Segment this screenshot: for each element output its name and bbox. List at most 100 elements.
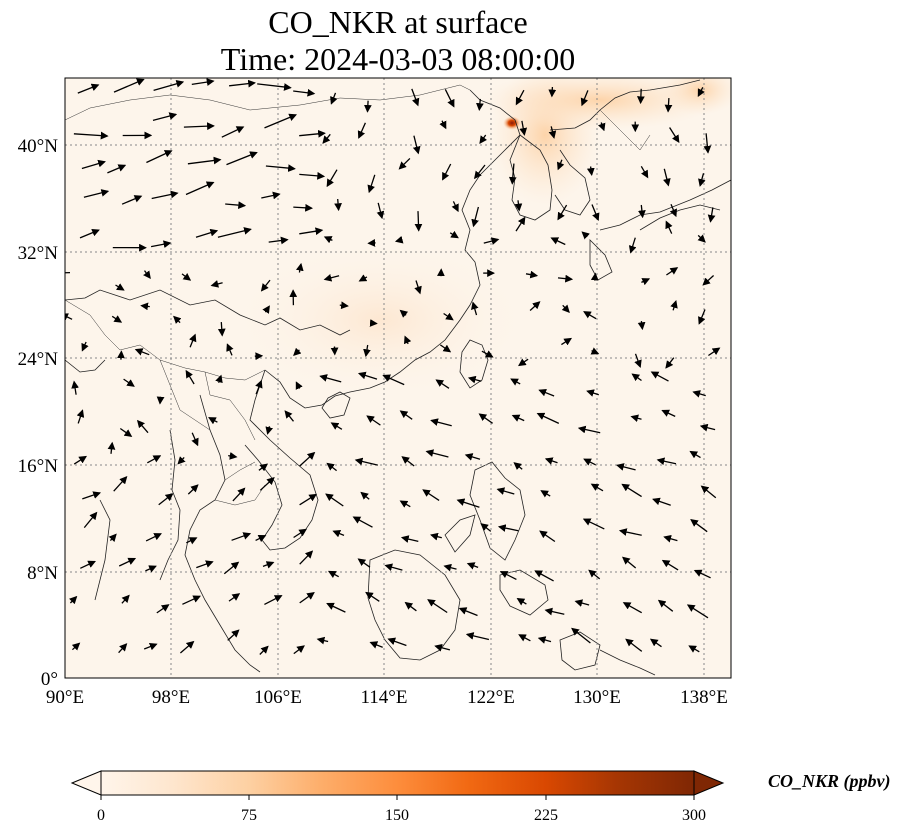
wind-arrow — [326, 602, 346, 613]
wind-arrow — [152, 112, 178, 122]
wind-arrow — [625, 638, 643, 652]
wind-arrow — [411, 88, 420, 107]
wind-arrow — [435, 379, 450, 389]
wind-arrow — [293, 645, 305, 655]
wind-arrow — [339, 301, 349, 310]
wind-arrow — [699, 423, 716, 432]
wind-arrow — [150, 240, 172, 249]
wind-arrow — [73, 131, 109, 140]
colorbar-tick-label: 75 — [241, 807, 257, 824]
wind-arrow — [571, 627, 591, 644]
wind-arrow — [260, 279, 271, 292]
wind-arrow — [265, 426, 274, 435]
wind-arrow — [295, 262, 304, 273]
wind-arrow — [83, 511, 98, 529]
wind-arrow — [586, 389, 599, 397]
lon-tick-label: 130°E — [573, 687, 621, 708]
wind-arrow — [225, 201, 247, 210]
wind-arrow — [330, 92, 338, 105]
wind-arrow — [656, 457, 677, 466]
wind-arrow — [326, 169, 338, 188]
wind-arrow — [265, 164, 296, 172]
wind-arrow — [226, 343, 234, 356]
wind-arrow — [561, 304, 570, 313]
wind-arrow — [257, 83, 292, 91]
wind-arrow — [334, 198, 342, 212]
wind-arrow — [652, 497, 671, 506]
wind-arrow — [264, 113, 298, 129]
wind-arrow — [255, 379, 263, 395]
wind-arrow — [293, 528, 307, 539]
wind-arrow — [483, 237, 500, 245]
wind-arrow — [226, 151, 258, 166]
wind-arrow — [284, 410, 295, 422]
wind-arrow — [293, 347, 302, 357]
wind-arrow — [221, 126, 245, 138]
wind-vectors — [65, 78, 721, 655]
wind-arrow — [399, 500, 411, 508]
wind-arrow — [430, 532, 442, 541]
wind-arrow — [516, 598, 527, 606]
wind-arrow — [665, 357, 675, 369]
wind-arrow — [580, 90, 589, 107]
wind-arrow — [693, 569, 711, 579]
wind-arrow — [77, 83, 100, 94]
wind-arrow — [117, 350, 125, 360]
wind-arrow — [217, 227, 252, 238]
wind-arrow — [140, 302, 150, 311]
wind-arrow — [640, 165, 649, 179]
wind-arrow — [697, 87, 705, 97]
wind-arrow — [582, 518, 605, 530]
wind-arrow — [210, 280, 223, 288]
wind-arrow — [145, 533, 162, 542]
wind-arrow — [146, 455, 162, 464]
wind-arrow — [79, 229, 100, 239]
wind-arrow — [369, 319, 378, 327]
wind-arrow — [499, 571, 517, 580]
wind-arrow — [583, 458, 596, 466]
wind-arrow — [181, 272, 192, 281]
wind-arrow — [538, 388, 555, 397]
wind-arrow — [669, 127, 680, 143]
wind-arrow — [514, 200, 523, 212]
wind-arrow — [366, 415, 381, 426]
wind-arrow — [76, 409, 85, 424]
wind-arrow — [113, 476, 128, 492]
wind-arrow — [518, 634, 531, 642]
wind-arrow — [444, 89, 455, 108]
wind-arrow — [598, 122, 606, 132]
wind-arrow — [229, 79, 256, 88]
colorbar-extend-max — [693, 770, 725, 796]
wind-arrow — [665, 220, 673, 234]
wind-arrow — [121, 195, 143, 205]
wind-arrow — [231, 532, 252, 541]
wind-arrow — [449, 230, 459, 239]
wind-arrow — [177, 456, 186, 465]
wind-arrow — [259, 477, 275, 491]
wind-arrow — [657, 599, 674, 612]
wind-arrow — [622, 602, 643, 614]
wind-arrow — [319, 374, 342, 383]
wind-arrow — [508, 163, 517, 185]
lon-tick-label: 114°E — [361, 687, 408, 708]
wind-arrow — [134, 348, 150, 356]
wind-arrow — [156, 396, 165, 405]
wind-arrow — [434, 643, 451, 652]
wind-arrow — [515, 89, 525, 106]
wind-arrow — [637, 321, 646, 331]
wind-arrow — [412, 135, 421, 155]
wind-arrow — [382, 374, 405, 386]
wind-arrow — [539, 530, 556, 543]
wind-arrow — [71, 380, 79, 395]
wind-arrow — [352, 516, 373, 528]
wind-arrow — [661, 559, 679, 571]
wind-arrow — [322, 133, 331, 144]
lon-tick-label: 106°E — [254, 687, 302, 708]
wind-arrow — [262, 561, 275, 569]
wind-arrow — [702, 275, 715, 286]
wind-arrow — [185, 369, 195, 385]
lon-tick-label: 98°E — [152, 687, 190, 708]
wind-arrow — [399, 309, 409, 318]
wind-arrow — [581, 231, 590, 240]
